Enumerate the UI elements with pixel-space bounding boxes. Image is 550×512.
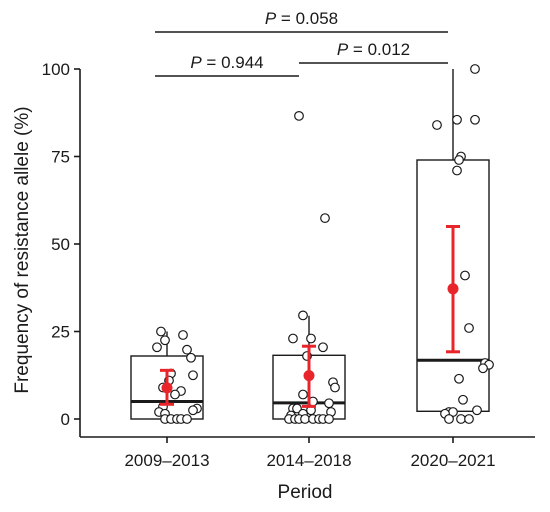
y-tick-label: 100 (42, 60, 70, 79)
data-point (298, 389, 308, 400)
data-point (478, 363, 488, 374)
data-point (160, 335, 170, 346)
mean-errorbar-3 (446, 225, 460, 354)
data-point (186, 352, 196, 363)
comparison-label: P = 0.944 (190, 53, 263, 72)
data-point (330, 382, 340, 393)
data-point (188, 405, 198, 416)
data-point (182, 414, 192, 424)
data-point (470, 64, 480, 74)
data-point (188, 370, 198, 381)
x-tick-label: 2014–2018 (266, 451, 351, 470)
data-point (454, 373, 464, 384)
data-point (182, 344, 192, 355)
data-point (456, 414, 466, 424)
mean-errorbar-1 (160, 368, 174, 406)
data-point (454, 155, 464, 165)
comparison-label: P = 0.012 (337, 40, 410, 59)
y-tick-label: 0 (61, 410, 70, 429)
data-point (156, 326, 166, 337)
mean-errorbar-2 (302, 344, 316, 408)
data-point (452, 165, 462, 176)
data-point (460, 270, 470, 281)
data-point (432, 120, 442, 130)
comparison-2: P = 0.944 (155, 53, 299, 77)
mean-point (303, 370, 315, 382)
data-point (298, 310, 308, 321)
data-point (324, 398, 334, 409)
data-point (444, 414, 454, 424)
data-point (294, 110, 304, 121)
data-point (464, 323, 474, 333)
y-tick-label: 25 (51, 323, 70, 342)
data-point (472, 405, 482, 416)
data-point (306, 333, 316, 344)
x-axis: 2009–2013 2014–2018 2020–2021 (80, 436, 535, 470)
mean-point (447, 283, 459, 295)
mean-point (161, 382, 173, 394)
points-3 (432, 64, 494, 424)
comparison-1: P = 0.058 (155, 9, 448, 33)
data-point (318, 342, 328, 353)
y-axis: 0 25 50 75 100 (42, 60, 81, 437)
data-point (464, 414, 474, 424)
data-point (458, 394, 468, 405)
y-axis-title: Frequency of resistance allele (%) (12, 106, 33, 393)
data-point (152, 342, 162, 353)
x-tick-label: 2020–2021 (410, 451, 495, 470)
plot-area (130, 64, 494, 424)
data-point (300, 414, 310, 424)
y-tick-label: 50 (51, 235, 70, 254)
data-point (170, 389, 180, 400)
data-point (292, 403, 302, 414)
data-point (178, 330, 188, 340)
points-2 (284, 110, 340, 424)
x-tick-label: 2009–2013 (124, 451, 209, 470)
x-axis-title: Period (278, 482, 333, 503)
data-point (320, 213, 330, 224)
points-1 (152, 326, 202, 424)
data-point (288, 333, 298, 344)
data-point (470, 114, 480, 125)
comparison-3: P = 0.012 (299, 40, 448, 64)
data-point (452, 114, 462, 125)
y-tick-label: 75 (51, 148, 70, 167)
comparison-label: P = 0.058 (265, 9, 338, 28)
data-point (324, 414, 334, 424)
comparison-brackets: P = 0.058 P = 0.944 P = 0.012 (155, 9, 448, 77)
